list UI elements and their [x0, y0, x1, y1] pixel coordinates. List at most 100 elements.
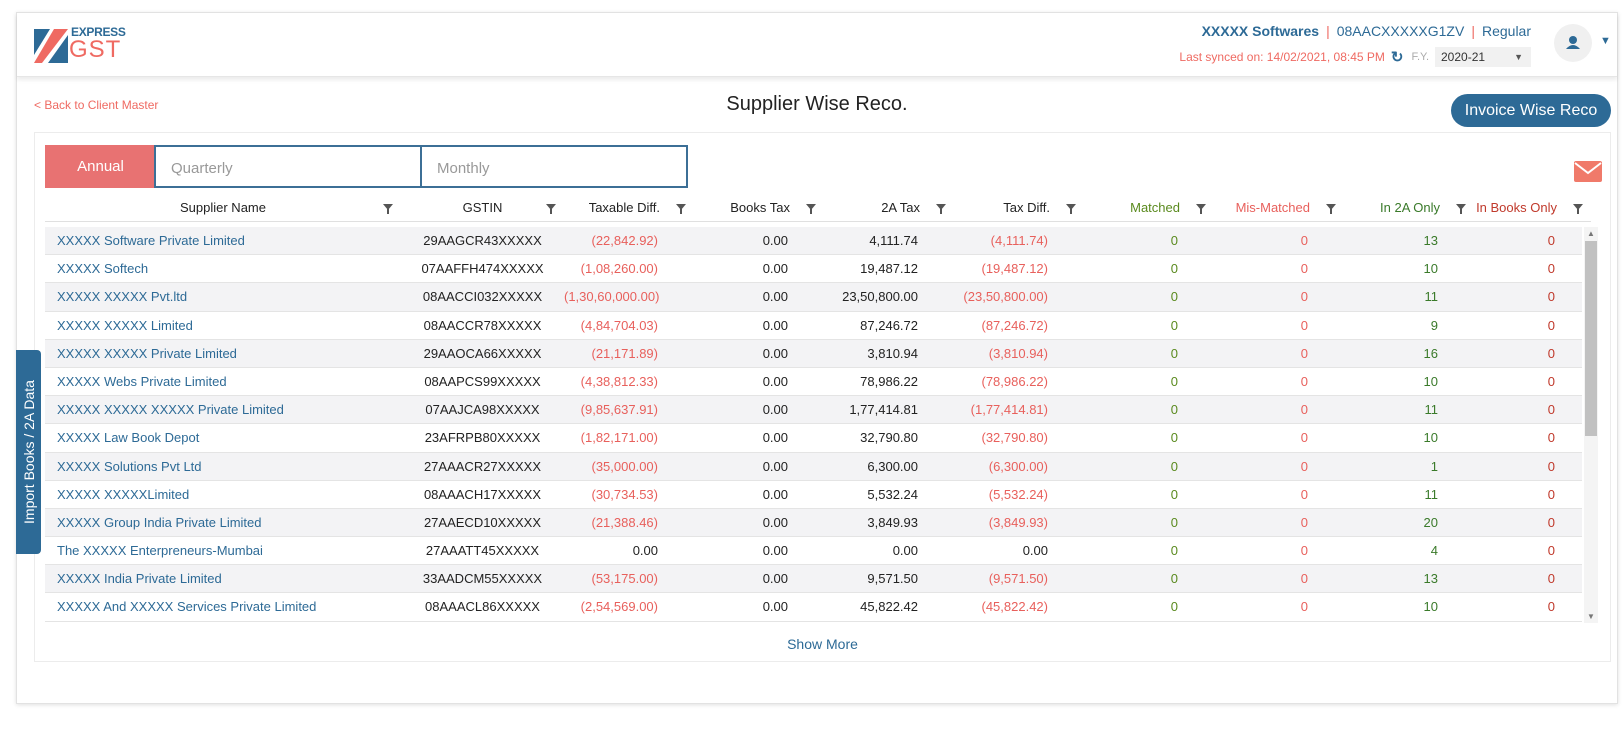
scroll-down-icon[interactable]: ▼ — [1587, 612, 1595, 621]
supplier-table-body: XXXXX Software Private Limited 29AAGCR43X… — [45, 227, 1582, 623]
supplier-name-link[interactable]: XXXXX XXXXX Pvt.ltd — [57, 289, 188, 305]
table-cell: 3,810.94 — [867, 345, 918, 361]
supplier-name-link[interactable]: XXXXX Webs Private Limited — [57, 373, 227, 389]
table-cell: 0.00 — [762, 261, 788, 277]
filter-icon[interactable] — [806, 204, 816, 214]
table-cell: 0 — [1170, 345, 1178, 361]
express-gst-logo[interactable]: EXPRESS GST — [34, 25, 134, 65]
table-cell: (2,54,569.00) — [580, 599, 658, 615]
supplier-name-link[interactable]: XXXXX Group India Private Limited — [57, 514, 262, 530]
table-cell: (21,171.89) — [591, 345, 659, 361]
table-cell: 78,986.22 — [860, 373, 918, 389]
filter-icon[interactable] — [383, 204, 393, 214]
table-row[interactable]: XXXXX Webs Private Limited 08AAPCS99XXXXX… — [45, 368, 1582, 397]
table-row[interactable]: XXXXX Law Book Depot 23AFRPB80XXXXX (1,82,… — [45, 424, 1582, 453]
table-cell: 1,77,414.81 — [849, 402, 918, 418]
table-cell: 0.00 — [762, 345, 788, 361]
table-header: Supplier Name GSTIN Taxable Diff. Books Tax… — [45, 195, 1591, 222]
refresh-icon[interactable]: ↻ — [1390, 49, 1404, 66]
mail-icon[interactable] — [1574, 161, 1602, 182]
filter-icon[interactable] — [1573, 204, 1583, 214]
table-cell: (87,246.72) — [981, 317, 1049, 333]
chevron-down-icon: ▼ — [1514, 52, 1523, 62]
supplier-name-link[interactable]: XXXXX XXXXXLimited — [57, 486, 190, 502]
filter-icon[interactable] — [936, 204, 946, 214]
table-cell: 3,849.93 — [867, 514, 918, 530]
fy-select[interactable]: 2020-21 ▼ — [1435, 47, 1531, 67]
table-cell: (4,111.74) — [990, 233, 1048, 248]
column-header: Tax Diff. — [954, 195, 1084, 221]
table-cell: 0.00 — [1022, 543, 1048, 559]
supplier-name-link[interactable]: XXXXX XXXXX XXXXX Private Limited — [57, 402, 284, 418]
table-cell: 9,571.50 — [867, 571, 918, 587]
table-row[interactable]: XXXXX XXXXX Private Limited 29AAOCA66XXXX… — [45, 339, 1582, 368]
table-cell: 0 — [1547, 373, 1555, 389]
table-cell: 11 — [1424, 486, 1439, 502]
table-row[interactable]: The XXXXX Enterpreneurs-Mumbai 27AAATT45X… — [45, 537, 1582, 566]
table-cell: 20 — [1423, 514, 1438, 530]
supplier-name-link[interactable]: XXXXX Software Private Limited — [57, 233, 245, 248]
table-row[interactable]: XXXXX Group India Private Limited 27AAECD… — [45, 508, 1582, 538]
filter-icon[interactable] — [1326, 204, 1336, 214]
invoice-wise-reco-button[interactable]: Invoice Wise Reco — [1451, 94, 1611, 127]
table-row[interactable]: XXXXX XXXXX Pvt.ltd 08AACCI032XXXXX (1,30,… — [45, 283, 1582, 312]
filter-icon[interactable] — [676, 204, 686, 214]
table-cell: 32,790.80 — [860, 430, 918, 446]
column-header-label: GSTIN — [462, 200, 503, 215]
table-cell: 6,300.00 — [867, 458, 918, 474]
tab-quarterly[interactable]: Quarterly — [154, 145, 422, 188]
table-row[interactable]: XXXXX And XXXXX Services Private Limited… — [45, 593, 1582, 622]
filter-icon[interactable] — [1196, 204, 1206, 214]
scrollbar-thumb[interactable] — [1585, 241, 1597, 436]
table-row[interactable]: XXXXX India Private Limited 33AADCM55XXXX… — [45, 565, 1582, 594]
show-more-link[interactable]: Show More — [787, 636, 858, 652]
supplier-name-link[interactable]: The XXXXX Enterpreneurs-Mumbai — [57, 543, 263, 559]
supplier-name-link[interactable]: XXXXX Solutions Pvt Ltd — [57, 458, 202, 474]
user-menu-caret-icon[interactable]: ▼ — [1600, 35, 1611, 47]
table-row[interactable]: XXXXX XXXXX Limited 08AACCR78XXXXX (4,84,7… — [45, 312, 1582, 340]
avatar[interactable] — [1554, 24, 1592, 62]
filter-icon[interactable] — [546, 204, 556, 214]
logo-text-express: EXPRESS — [71, 25, 126, 39]
table-cell: (21,388.46) — [591, 514, 659, 530]
column-header-label: In Books Only — [1476, 200, 1557, 215]
supplier-name-link[interactable]: XXXXX And XXXXX Services Private Limited — [57, 599, 317, 615]
tab-monthly[interactable]: Monthly — [420, 145, 688, 188]
table-cell: (1,30,60,000.00) — [564, 289, 660, 305]
table-scrollbar[interactable]: ▲ ▼ — [1584, 227, 1598, 623]
table-cell: 29AAOCA66XXXXX — [423, 345, 542, 361]
table-cell: 0 — [1300, 486, 1308, 502]
table-cell: 0 — [1170, 233, 1178, 248]
column-header: Books Tax — [694, 195, 824, 221]
back-to-client-master-link[interactable]: < Back to Client Master — [34, 98, 159, 112]
table-cell: 0 — [1547, 571, 1555, 587]
table-cell: 0 — [1547, 458, 1555, 474]
supplier-name-link[interactable]: XXXXX India Private Limited — [57, 571, 222, 587]
table-row[interactable]: XXXXX Softech 07AAFFH474XXXXX (1,08,260.00… — [45, 255, 1582, 284]
tab-annual[interactable]: Annual — [45, 145, 156, 188]
table-cell: (19,487.12) — [981, 261, 1049, 277]
table-cell: 07AAFFH474XXXXX — [421, 261, 544, 277]
filter-icon[interactable] — [1066, 204, 1076, 214]
table-row[interactable]: XXXXX Solutions Pvt Ltd 27AAACR27XXXXX (35… — [45, 452, 1582, 481]
table-cell: 45,822.42 — [860, 599, 918, 615]
scroll-up-icon[interactable]: ▲ — [1587, 229, 1595, 238]
filter-icon[interactable] — [1456, 204, 1466, 214]
table-row[interactable]: XXXXX XXXXX XXXXX Private Limited 07AAJCA… — [45, 396, 1582, 425]
table-cell: 0 — [1547, 233, 1555, 248]
table-cell: (30,734.53) — [591, 486, 659, 502]
table-cell: 11 — [1424, 289, 1439, 305]
table-cell: 0 — [1300, 571, 1308, 587]
supplier-name-link[interactable]: XXXXX Law Book Depot — [57, 430, 200, 446]
table-cell: 13 — [1423, 233, 1438, 248]
supplier-name-link[interactable]: XXXXX XXXXX Limited — [57, 317, 193, 333]
table-cell: 0 — [1547, 261, 1555, 277]
table-cell: 0.00 — [892, 543, 918, 559]
table-cell: 0 — [1170, 289, 1178, 305]
supplier-name-link[interactable]: XXXXX XXXXX Private Limited — [57, 345, 237, 361]
table-row[interactable]: XXXXX XXXXXLimited 08AAACH17XXXXX (30,734.… — [45, 481, 1582, 509]
table-cell: 08AAPCS99XXXXX — [424, 373, 541, 389]
supplier-name-link[interactable]: XXXXX Softech — [57, 261, 149, 277]
import-books-2a-data-tab[interactable]: Import Books / 2A Data — [16, 350, 41, 554]
table-row[interactable]: XXXXX Software Private Limited 29AAGCR43X… — [45, 227, 1582, 256]
